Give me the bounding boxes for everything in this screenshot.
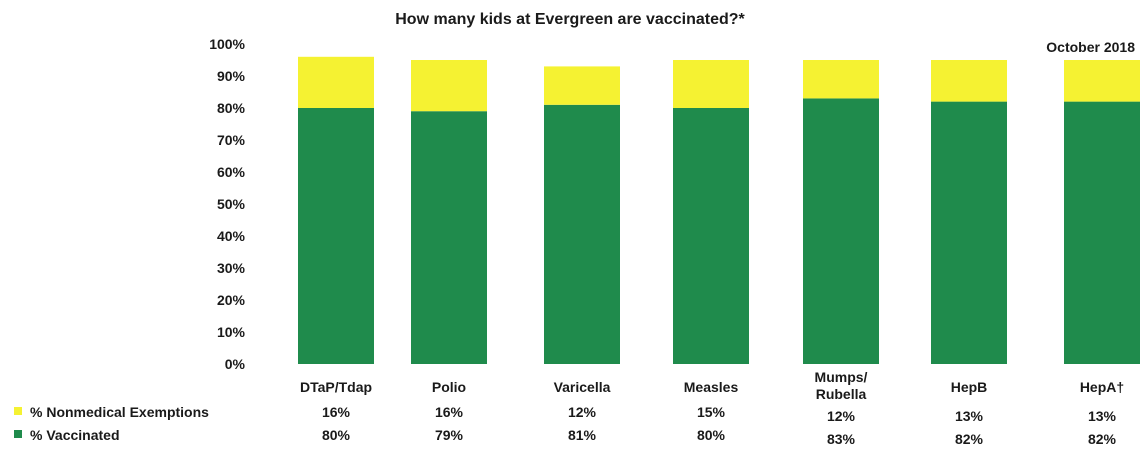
bar-exemptions: [673, 60, 749, 108]
legend-swatch: [14, 430, 22, 438]
y-tick-label: 70%: [217, 132, 246, 148]
y-tick-label: 20%: [217, 292, 246, 308]
bar-vaccinated: [803, 98, 879, 365]
value-vaccinated: 83%: [827, 431, 856, 447]
bar-vaccinated: [1064, 101, 1140, 364]
legend: % Nonmedical Exemptions % Vaccinated: [14, 404, 209, 443]
y-tick-label: 80%: [217, 100, 246, 116]
y-tick-label: 30%: [217, 260, 246, 276]
bar-vaccinated: [411, 111, 487, 364]
bar-vaccinated: [544, 104, 620, 365]
bar-exemptions: [544, 66, 620, 105]
x-axis-labels: DTaP/Tdap Polio Varicella Measles Mumps/Rube…: [300, 369, 1124, 402]
bar-exemptions: [803, 60, 879, 99]
date-label: October 2018: [1046, 39, 1135, 55]
bar-vaccinated: [298, 108, 374, 364]
category-label: HepA†: [1080, 379, 1124, 395]
y-tick-label: 60%: [217, 164, 246, 180]
y-tick-label: 100%: [209, 36, 245, 52]
value-exemptions: 12%: [827, 408, 856, 424]
y-tick-label: 0%: [225, 356, 246, 372]
y-tick-label: 90%: [217, 68, 246, 84]
bar-exemptions: [1064, 60, 1140, 102]
bar-exemptions: [411, 60, 487, 112]
category-label: Polio: [432, 379, 466, 395]
category-label: HepB: [951, 379, 988, 395]
value-vaccinated: 80%: [697, 427, 726, 443]
value-exemptions: 13%: [955, 408, 984, 424]
chart-title: How many kids at Evergreen are vaccinate…: [395, 11, 745, 28]
value-exemptions: 16%: [435, 404, 464, 420]
y-tick-label: 50%: [217, 196, 246, 212]
bars: [298, 56, 1140, 365]
legend-label: % Vaccinated: [30, 427, 120, 443]
value-exemptions: 13%: [1088, 408, 1117, 424]
value-vaccinated: 82%: [955, 431, 984, 447]
y-tick-label: 10%: [217, 324, 246, 340]
data-table: 16% 16% 12% 15% 12% 13% 13% 80% 79% 81% 80% 83% 82% 8…: [322, 404, 1117, 447]
value-exemptions: 12%: [568, 404, 597, 420]
value-vaccinated: 81%: [568, 427, 597, 443]
bar-vaccinated: [673, 108, 749, 364]
bar-exemptions: [931, 60, 1007, 102]
category-label: Varicella: [554, 379, 611, 395]
value-exemptions: 16%: [322, 404, 351, 420]
category-label: Mumps/Rubella: [815, 369, 868, 402]
legend-label: % Nonmedical Exemptions: [30, 404, 209, 420]
value-vaccinated: 82%: [1088, 431, 1117, 447]
legend-swatch: [14, 407, 22, 415]
value-vaccinated: 79%: [435, 427, 464, 443]
y-tick-label: 40%: [217, 228, 246, 244]
y-axis: 0% 10% 20% 30% 40% 50% 60% 70% 80% 90% 100%: [209, 36, 245, 372]
bar-exemptions: [298, 56, 374, 108]
bar-vaccinated: [931, 101, 1007, 364]
category-label: DTaP/Tdap: [300, 379, 372, 395]
category-label: Measles: [684, 379, 739, 395]
value-vaccinated: 80%: [322, 427, 351, 443]
value-exemptions: 15%: [697, 404, 726, 420]
